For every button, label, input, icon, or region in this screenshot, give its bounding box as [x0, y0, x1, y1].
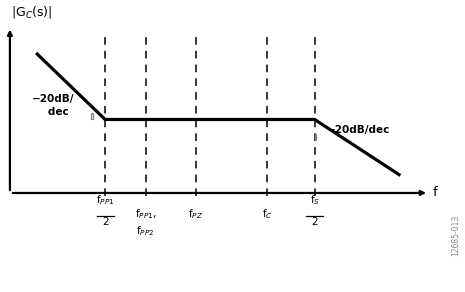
Text: −20dB/
   dec: −20dB/ dec — [32, 94, 74, 117]
Text: 12685-013: 12685-013 — [451, 215, 460, 256]
Text: f: f — [433, 186, 438, 199]
Text: f$_{PP1}$,: f$_{PP1}$, — [135, 207, 157, 221]
Text: f$_{PP1}$: f$_{PP1}$ — [96, 193, 114, 207]
Text: 2: 2 — [102, 218, 108, 227]
Text: 2: 2 — [311, 218, 318, 227]
Text: −20dB/dec: −20dB/dec — [326, 125, 390, 135]
Text: f$_{PZ}$: f$_{PZ}$ — [188, 207, 203, 221]
Text: f$_{PP2}$: f$_{PP2}$ — [136, 225, 155, 238]
Text: f$_{S}$: f$_{S}$ — [310, 193, 320, 207]
Text: |G$_{C}$(s)|: |G$_{C}$(s)| — [11, 4, 52, 20]
Text: f$_{C}$: f$_{C}$ — [262, 207, 272, 221]
